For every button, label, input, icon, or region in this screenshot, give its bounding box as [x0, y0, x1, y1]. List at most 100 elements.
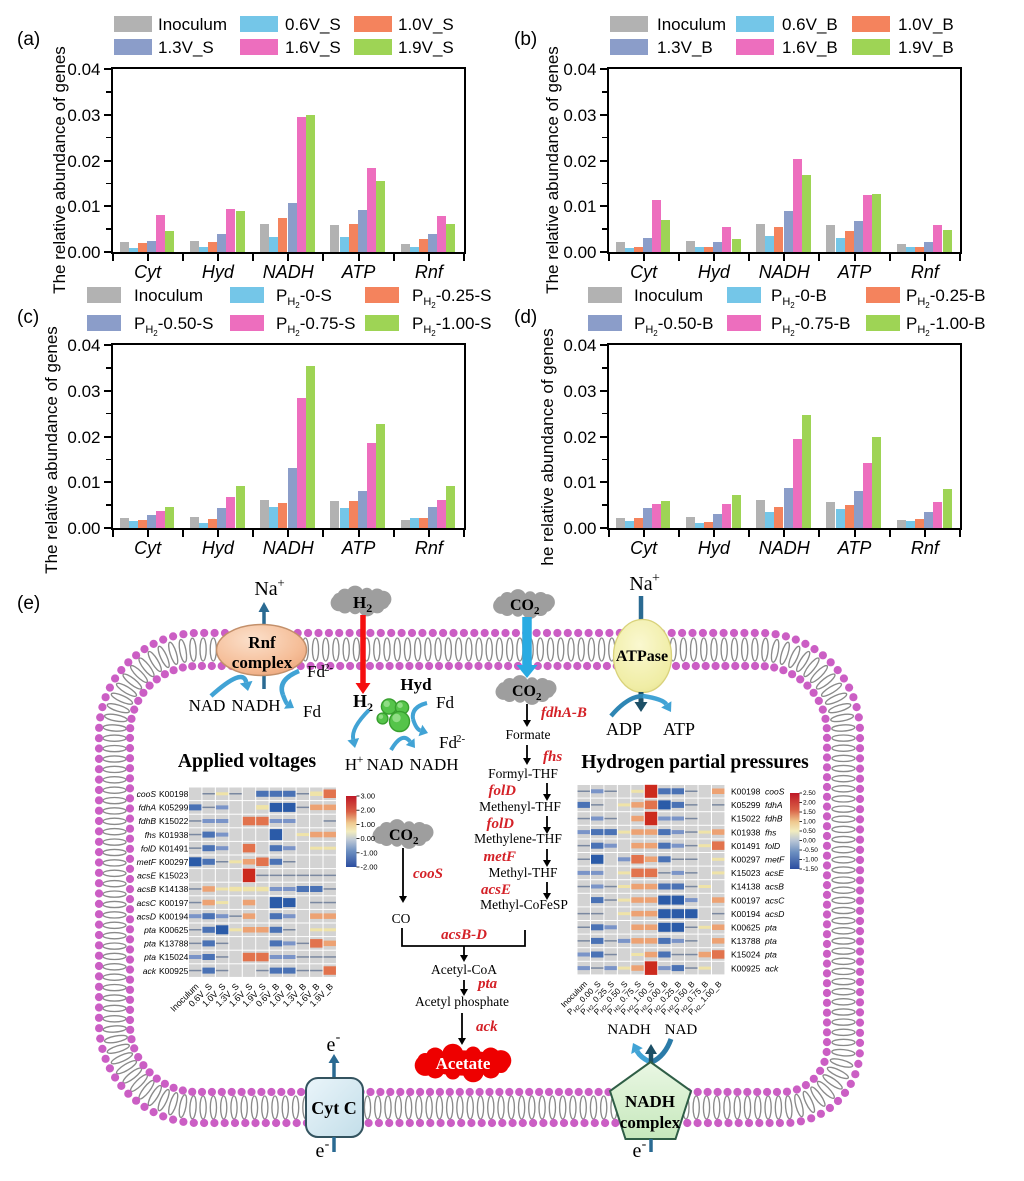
svg-text:K00925: K00925 [731, 963, 761, 973]
svg-text:K13788: K13788 [159, 939, 189, 949]
svg-text:NADH: NADH [607, 1022, 650, 1038]
svg-text:K00194: K00194 [731, 909, 761, 919]
svg-text:acsD: acsD [765, 909, 784, 919]
svg-text:metF: metF [765, 855, 785, 865]
svg-text:0.50: 0.50 [803, 828, 816, 835]
svg-text:K01491: K01491 [731, 841, 761, 851]
svg-text:acsE: acsE [137, 871, 156, 881]
svg-text:K00197: K00197 [159, 898, 189, 908]
svg-text:Methyl-THF: Methyl-THF [489, 865, 558, 880]
svg-text:pta: pta [764, 950, 777, 960]
svg-text:+: + [652, 571, 660, 586]
svg-text:cooS: cooS [765, 787, 785, 797]
svg-text:K15024: K15024 [731, 950, 761, 960]
svg-text:CO: CO [392, 911, 411, 926]
svg-text:folD: folD [487, 816, 515, 832]
svg-text:folD: folD [489, 783, 517, 799]
svg-text:e: e [633, 1140, 642, 1162]
svg-text:2.00: 2.00 [803, 800, 816, 807]
svg-text:ATPase: ATPase [616, 648, 668, 665]
svg-text:pta: pta [143, 925, 156, 935]
svg-text:+: + [357, 752, 364, 766]
svg-text:Hydrogen partial pressures: Hydrogen partial pressures [581, 752, 809, 773]
svg-text:ack: ack [765, 963, 779, 973]
svg-text:ack: ack [143, 966, 157, 976]
svg-text:fdhB: fdhB [139, 816, 157, 826]
svg-text:acsC: acsC [765, 895, 785, 905]
svg-text:-2.00: -2.00 [361, 863, 378, 872]
svg-text:e: e [327, 1034, 336, 1056]
svg-text:ADP: ADP [606, 719, 642, 739]
svg-text:Fd: Fd [307, 662, 325, 681]
svg-text:-: - [336, 1030, 341, 1045]
svg-text:NAD: NAD [367, 755, 404, 774]
svg-text:Cyt C: Cyt C [311, 1098, 357, 1118]
svg-text:fdhA: fdhA [765, 800, 783, 810]
svg-text:1.50: 1.50 [803, 809, 816, 816]
svg-text:acsE: acsE [765, 868, 784, 878]
svg-text:NAD: NAD [189, 696, 226, 715]
svg-text:acsE: acsE [481, 882, 511, 898]
svg-text:pta: pta [476, 976, 498, 992]
svg-text:-1.50: -1.50 [803, 866, 818, 873]
svg-text:fhs: fhs [145, 830, 157, 840]
svg-text:CO2: CO2 [389, 827, 419, 847]
svg-text:pta: pta [764, 936, 777, 946]
svg-text:2.50: 2.50 [803, 790, 816, 797]
svg-text:acsC: acsC [137, 898, 157, 908]
svg-text:Formate: Formate [506, 727, 551, 742]
svg-text:-1.00: -1.00 [803, 857, 818, 864]
svg-text:K00625: K00625 [731, 923, 761, 933]
svg-text:Na: Na [629, 573, 652, 595]
svg-text:K13788: K13788 [731, 936, 761, 946]
svg-text:K00194: K00194 [159, 911, 189, 921]
svg-text:2.00: 2.00 [361, 806, 376, 815]
svg-text:metF: metF [137, 857, 157, 867]
svg-text:fdhA-B: fdhA-B [541, 705, 587, 721]
svg-text:fhs: fhs [765, 827, 777, 837]
svg-text:-: - [325, 1137, 330, 1152]
svg-text:Acetyl phosphate: Acetyl phosphate [415, 994, 509, 1009]
svg-text:K00625: K00625 [159, 925, 189, 935]
svg-text:metF: metF [484, 849, 517, 865]
svg-text:K00198: K00198 [731, 787, 761, 797]
svg-text:H2: H2 [353, 691, 373, 714]
svg-text:Applied voltages: Applied voltages [178, 751, 317, 772]
svg-text:acsB-D: acsB-D [441, 927, 487, 943]
svg-text:0.00: 0.00 [361, 834, 376, 843]
svg-text:Fd: Fd [436, 693, 454, 712]
svg-text:K15022: K15022 [159, 816, 189, 826]
svg-text:K05299: K05299 [159, 803, 189, 813]
svg-text:folD: folD [765, 841, 780, 851]
svg-text:2-: 2- [456, 733, 466, 745]
svg-text:3.00: 3.00 [361, 792, 376, 801]
svg-text:cooS: cooS [137, 789, 157, 799]
svg-text:K00925: K00925 [159, 966, 189, 976]
svg-text:Methyl-CoFeSP: Methyl-CoFeSP [480, 897, 568, 912]
svg-text:acsB: acsB [765, 882, 784, 892]
svg-text:K00197: K00197 [731, 895, 761, 905]
svg-text:ack: ack [476, 1019, 498, 1035]
svg-text:NADH: NADH [231, 696, 280, 715]
svg-text:K15024: K15024 [159, 952, 189, 962]
svg-text:complex: complex [232, 653, 293, 672]
svg-text:acsD: acsD [137, 911, 156, 921]
svg-text:K01938: K01938 [159, 830, 189, 840]
svg-text:Methylene-THF: Methylene-THF [474, 831, 562, 846]
svg-text:Fd: Fd [439, 733, 457, 752]
svg-text:Fd: Fd [303, 702, 321, 721]
svg-text:0.00: 0.00 [803, 838, 816, 845]
svg-text:fdhA: fdhA [139, 803, 157, 813]
svg-text:1.00: 1.00 [361, 820, 376, 829]
svg-text:Methenyl-THF: Methenyl-THF [479, 799, 561, 814]
svg-text:Hyd: Hyd [400, 675, 432, 694]
svg-text:Acetyl-CoA: Acetyl-CoA [431, 962, 497, 977]
svg-text:K00198: K00198 [159, 789, 189, 799]
svg-text:-1.00: -1.00 [361, 848, 378, 857]
svg-text:K15023: K15023 [731, 868, 761, 878]
svg-text:Na: Na [254, 578, 277, 600]
svg-text:Acetate: Acetate [436, 1054, 491, 1073]
svg-text:H: H [345, 755, 357, 774]
svg-text:folD: folD [141, 843, 156, 853]
svg-text:K05299: K05299 [731, 800, 761, 810]
